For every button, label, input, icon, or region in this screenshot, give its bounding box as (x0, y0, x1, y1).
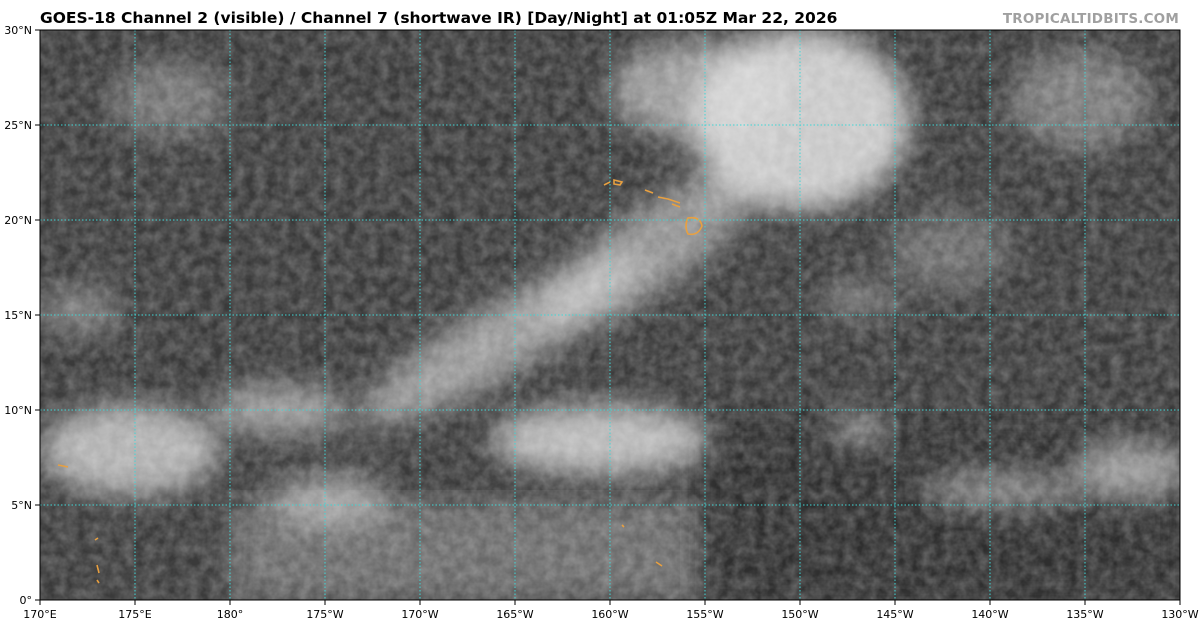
lat-label: 25°N (4, 119, 32, 132)
lat-label: 10°N (4, 404, 32, 417)
lon-label: 130°W (1161, 608, 1198, 621)
hawaii-islands (57, 178, 703, 584)
lat-label: 15°N (4, 309, 32, 322)
watermark: TROPICALTIDBITS.COM (1002, 11, 1179, 27)
lon-label: 165°W (496, 608, 533, 621)
lon-label: 160°W (591, 608, 628, 621)
lat-lon-gridlines (40, 30, 1180, 600)
lat-label: 5°N (11, 499, 32, 512)
lat-label: 30°N (4, 24, 32, 37)
lon-label: 155°W (686, 608, 723, 621)
lon-label: 180° (217, 608, 244, 621)
lon-label: 170°W (401, 608, 438, 621)
lon-label: 140°W (971, 608, 1008, 621)
lat-label: 0° (20, 594, 33, 607)
lon-label: 175°E (118, 608, 151, 621)
lon-label: 150°W (781, 608, 818, 621)
lat-label: 20°N (4, 214, 32, 227)
lon-label: 175°W (306, 608, 343, 621)
image-title: GOES-18 Channel 2 (visible) / Channel 7 … (40, 9, 838, 27)
lon-label: 145°W (876, 608, 913, 621)
lon-label: 170°E (23, 608, 56, 621)
lon-label: 135°W (1066, 608, 1103, 621)
